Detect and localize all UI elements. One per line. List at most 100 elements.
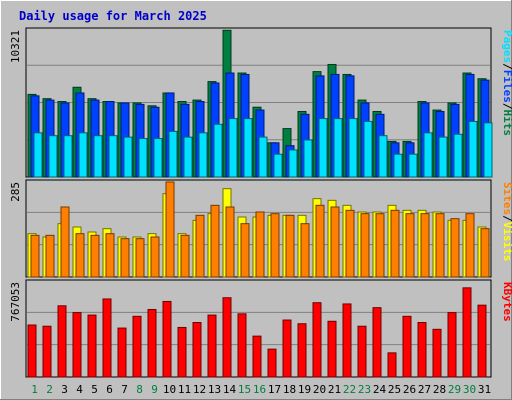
bar-sites-day-23 [360, 213, 370, 278]
bar-kbytes-day-7 [117, 327, 127, 378]
bar-kbytes-day-11 [177, 326, 187, 378]
bar-kbytes-day-15 [237, 313, 247, 378]
bar-kbytes-day-12 [192, 322, 202, 378]
bar-kbytes-day-2 [42, 325, 52, 378]
bar-pages-day-30 [468, 120, 478, 178]
bar-kbytes-day-13 [207, 314, 217, 378]
x-tick-label-15: 15 [238, 383, 251, 396]
legend-entry: KBytes [501, 282, 512, 322]
legend-entry: Sites [501, 182, 512, 215]
bar-pages-day-3 [63, 135, 73, 178]
bar-sites-day-9 [150, 236, 160, 278]
bar-pages-day-4 [78, 132, 88, 178]
bar-kbytes-day-27 [417, 322, 427, 378]
bar-kbytes-day-16 [252, 335, 262, 378]
panel-kbytes: 767053 KBytes [9, 279, 512, 378]
x-tick-label-19: 19 [298, 383, 311, 396]
x-tick-label-26: 26 [403, 383, 416, 396]
chart-title: Daily usage for March 2025 [19, 9, 207, 23]
bar-sites-day-19 [300, 223, 310, 278]
x-tick-label-14: 14 [223, 383, 237, 396]
x-tick-label-24: 24 [373, 383, 387, 396]
bar-sites-day-12 [195, 214, 205, 278]
bar-pages-day-1 [33, 132, 43, 178]
bar-sites-day-10 [165, 181, 175, 278]
bar-pages-day-19 [303, 139, 313, 178]
x-tick-label-30: 30 [463, 383, 476, 396]
chart-panels: 10321Pages/Files/Hits285Sites/Visits7670… [9, 27, 512, 378]
bar-pages-day-31 [483, 122, 493, 178]
bar-sites-day-6 [105, 233, 115, 278]
bar-kbytes-day-19 [297, 323, 307, 378]
bar-kbytes-day-31 [477, 304, 487, 378]
bar-kbytes-day-30 [462, 287, 472, 378]
x-tick-label-4: 4 [76, 383, 83, 396]
bar-kbytes-day-1 [27, 324, 37, 378]
bar-kbytes-day-23 [357, 325, 367, 378]
bar-pages-day-18 [288, 149, 298, 178]
bar-pages-day-20 [318, 118, 328, 178]
bar-pages-day-11 [183, 136, 193, 178]
bar-pages-day-8 [138, 138, 148, 178]
x-tick-label-28: 28 [433, 383, 446, 396]
x-tick-label-8: 8 [136, 383, 143, 396]
bar-pages-day-28 [438, 136, 448, 178]
bar-sites-day-22 [345, 209, 355, 278]
bar-pages-day-27 [423, 132, 433, 178]
bar-pages-day-2 [48, 135, 58, 178]
bar-sites-day-14 [225, 206, 235, 278]
bar-sites-day-24 [375, 213, 385, 278]
bar-pages-day-6 [108, 135, 118, 178]
bar-pages-day-22 [348, 118, 358, 178]
x-tick-label-1: 1 [31, 383, 38, 396]
bar-sites-day-7 [120, 238, 130, 278]
bar-sites-day-31 [480, 228, 490, 278]
x-tick-label-5: 5 [91, 383, 98, 396]
legend: Pages/Files/Hits [501, 30, 512, 136]
legend-entry: Hits [501, 110, 512, 137]
legend-entry: Visits [501, 222, 512, 262]
bar-kbytes-day-6 [102, 298, 112, 378]
legend-entry: Pages [501, 30, 512, 63]
x-tick-label-31: 31 [478, 383, 491, 396]
bar-pages-day-12 [198, 132, 208, 178]
x-tick-label-16: 16 [253, 383, 266, 396]
bar-kbytes-day-5 [87, 314, 97, 378]
bar-sites-day-11 [180, 234, 190, 278]
x-tick-label-20: 20 [313, 383, 326, 396]
x-tick-label-13: 13 [208, 383, 221, 396]
bar-sites-day-5 [90, 234, 100, 278]
y-max-label: 767053 [9, 282, 22, 322]
bar-sites-day-1 [30, 234, 40, 278]
bar-sites-day-16 [255, 211, 265, 278]
bar-kbytes-day-26 [402, 315, 412, 378]
x-tick-label-2: 2 [46, 383, 53, 396]
x-tick-label-12: 12 [193, 383, 206, 396]
bar-sites-day-26 [405, 213, 415, 278]
bar-pages-day-26 [408, 153, 418, 178]
x-tick-label-18: 18 [283, 383, 296, 396]
bar-kbytes-day-14 [222, 297, 232, 378]
bar-sites-day-25 [390, 209, 400, 278]
x-tick-label-3: 3 [61, 383, 68, 396]
bar-pages-day-24 [378, 135, 388, 178]
bar-pages-day-13 [213, 123, 223, 178]
legend-entry: / [501, 63, 512, 70]
x-tick-label-23: 23 [358, 383, 371, 396]
bar-sites-day-27 [420, 213, 430, 278]
x-tick-label-25: 25 [388, 383, 401, 396]
x-tick-label-9: 9 [151, 383, 158, 396]
x-tick-label-21: 21 [328, 383, 341, 396]
bar-kbytes-day-10 [162, 300, 172, 378]
bar-kbytes-day-20 [312, 302, 322, 378]
bar-pages-day-29 [453, 133, 463, 178]
y-max-label: 285 [9, 182, 22, 202]
x-tick-label-11: 11 [178, 383, 191, 396]
bar-pages-day-15 [243, 118, 253, 178]
bar-pages-day-5 [93, 135, 103, 178]
x-tick-label-6: 6 [106, 383, 113, 396]
bar-kbytes-day-4 [72, 312, 82, 378]
bar-sites-day-29 [450, 218, 460, 278]
bar-sites-day-8 [135, 238, 145, 278]
